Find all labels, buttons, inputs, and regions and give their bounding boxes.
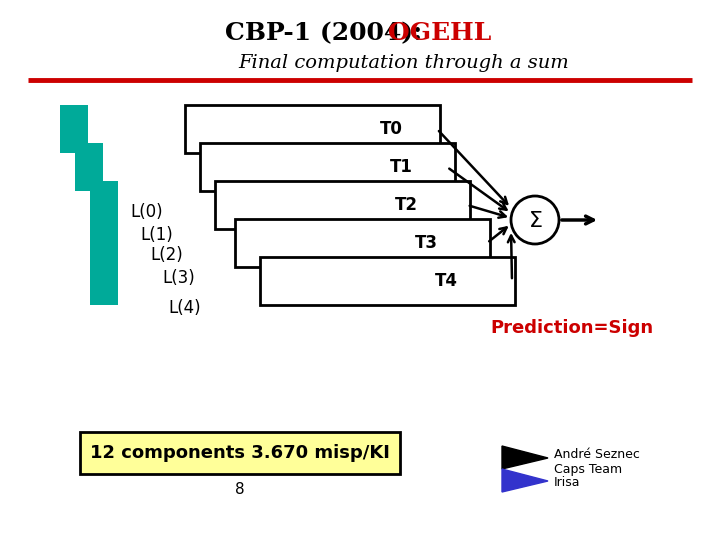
Bar bbox=[185, 105, 440, 153]
Text: L(2): L(2) bbox=[150, 246, 183, 264]
Text: $\Sigma$: $\Sigma$ bbox=[528, 211, 542, 231]
Text: T2: T2 bbox=[395, 196, 418, 214]
Text: CBP-1 (2004):: CBP-1 (2004): bbox=[225, 21, 440, 45]
Text: L(1): L(1) bbox=[140, 226, 173, 244]
Bar bbox=[260, 257, 515, 305]
Text: L(3): L(3) bbox=[162, 269, 194, 287]
Bar bbox=[80, 432, 400, 474]
Text: OGEHL: OGEHL bbox=[388, 21, 491, 45]
Text: T4: T4 bbox=[435, 272, 458, 290]
Text: Final computation through a sum: Final computation through a sum bbox=[238, 54, 569, 72]
Text: Irisa: Irisa bbox=[554, 476, 580, 489]
Text: 8: 8 bbox=[235, 483, 245, 497]
Text: T0: T0 bbox=[380, 120, 403, 138]
Text: L(0): L(0) bbox=[130, 203, 163, 221]
Text: André Seznec: André Seznec bbox=[554, 448, 640, 461]
Text: T1: T1 bbox=[390, 158, 413, 176]
Bar bbox=[200, 143, 455, 191]
Text: Caps Team: Caps Team bbox=[554, 462, 622, 476]
Bar bbox=[90, 257, 118, 305]
Polygon shape bbox=[502, 469, 548, 492]
Bar bbox=[215, 181, 470, 229]
Bar bbox=[235, 219, 490, 267]
Bar bbox=[90, 181, 118, 229]
Bar bbox=[75, 143, 103, 191]
Text: 12 components 3.670 misp/KI: 12 components 3.670 misp/KI bbox=[90, 444, 390, 462]
Bar bbox=[90, 219, 118, 267]
Bar bbox=[60, 105, 88, 153]
Text: Prediction=Sign: Prediction=Sign bbox=[490, 319, 653, 337]
Circle shape bbox=[511, 196, 559, 244]
Text: L(4): L(4) bbox=[168, 299, 201, 317]
Polygon shape bbox=[502, 446, 548, 469]
Text: T3: T3 bbox=[415, 234, 438, 252]
